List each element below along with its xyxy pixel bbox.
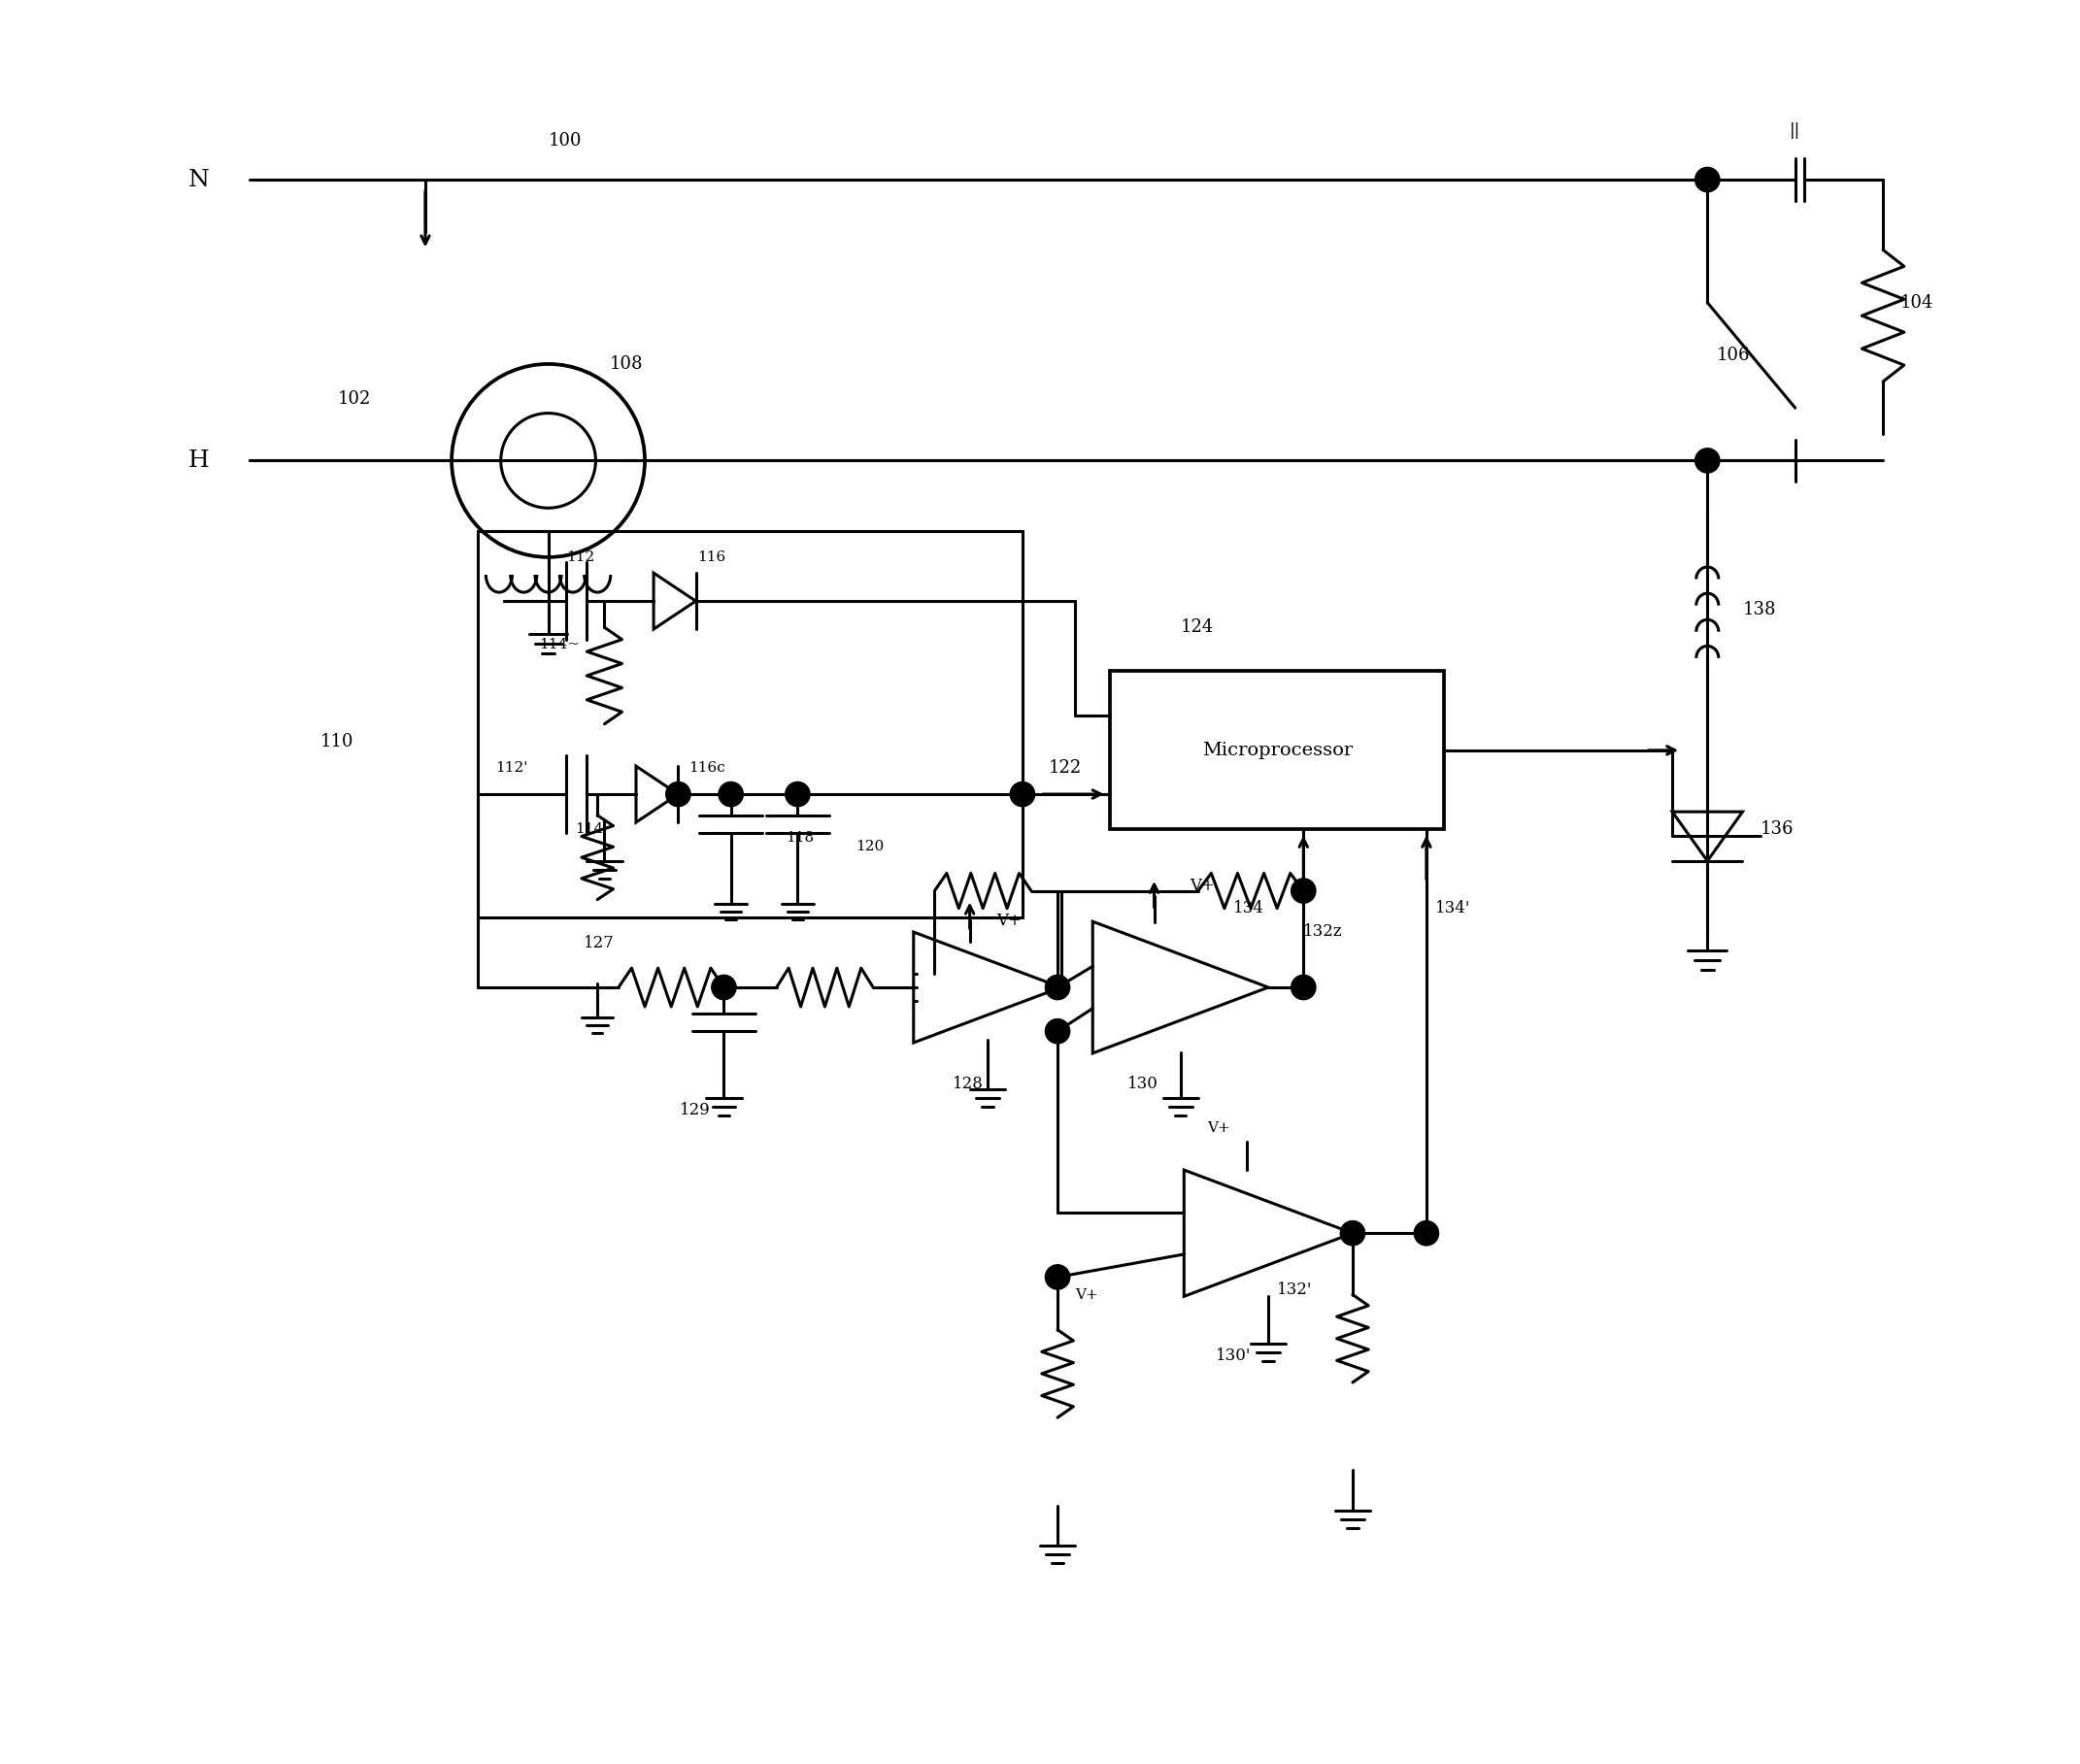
Circle shape [786, 781, 809, 806]
Text: 134: 134 [1233, 900, 1265, 917]
Text: 127: 127 [582, 935, 614, 953]
Text: Microprocessor: Microprocessor [1202, 741, 1352, 759]
Circle shape [1292, 878, 1317, 903]
Text: 128: 128 [953, 1076, 984, 1092]
Text: 136: 136 [1760, 820, 1793, 838]
Text: ||: || [1789, 122, 1801, 139]
Bar [1111, 672, 1444, 829]
Text: 130: 130 [1127, 1076, 1159, 1092]
Circle shape [1414, 1221, 1439, 1245]
Text: 116: 116 [697, 550, 726, 564]
Text: 122: 122 [1048, 759, 1082, 776]
Text: 114~: 114~ [539, 639, 580, 651]
Text: 106: 106 [1716, 346, 1749, 363]
Text: V+: V+ [996, 912, 1021, 930]
Text: 100: 100 [549, 132, 582, 150]
Text: 108: 108 [609, 355, 643, 372]
Circle shape [1046, 975, 1069, 1000]
Bar [478, 531, 1023, 917]
Text: 134': 134' [1435, 900, 1471, 917]
Text: 132z: 132z [1304, 923, 1344, 940]
Text: V+: V+ [1190, 877, 1215, 894]
Text: V+: V+ [1206, 1122, 1229, 1134]
Text: 138: 138 [1743, 602, 1776, 619]
Circle shape [1046, 1020, 1069, 1044]
Circle shape [1695, 448, 1720, 473]
Text: 130': 130' [1215, 1348, 1250, 1364]
Circle shape [1046, 1265, 1069, 1289]
Text: 120: 120 [855, 840, 884, 854]
Text: 112: 112 [566, 550, 595, 564]
Text: 104: 104 [1901, 295, 1934, 310]
Text: 102: 102 [337, 390, 370, 407]
Circle shape [718, 781, 743, 806]
Text: 118: 118 [786, 831, 813, 845]
Circle shape [1340, 1221, 1364, 1245]
Text: V+: V+ [1075, 1288, 1098, 1302]
Text: 114': 114' [574, 822, 607, 836]
Circle shape [1011, 781, 1034, 806]
Text: 110: 110 [320, 732, 354, 750]
Circle shape [666, 781, 691, 806]
Text: 132': 132' [1277, 1281, 1312, 1298]
Text: H: H [187, 450, 210, 471]
Text: 129: 129 [680, 1102, 711, 1118]
Circle shape [711, 975, 736, 1000]
Circle shape [1292, 975, 1317, 1000]
Text: 116c: 116c [688, 760, 726, 774]
Text: N: N [187, 169, 210, 191]
Text: 112': 112' [495, 760, 528, 774]
Text: 124: 124 [1181, 619, 1215, 637]
Circle shape [1695, 168, 1720, 192]
